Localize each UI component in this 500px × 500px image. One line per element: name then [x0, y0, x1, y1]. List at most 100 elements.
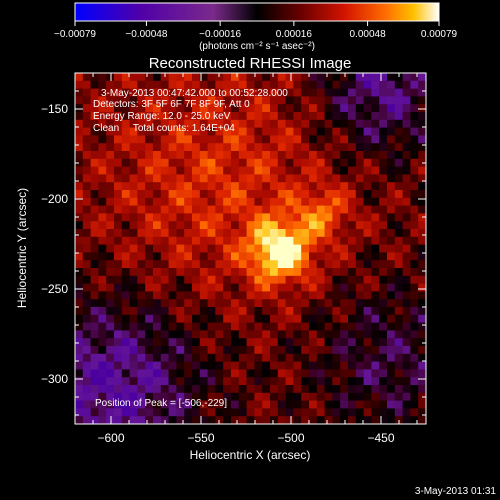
- heatmap-cell: [238, 361, 247, 370]
- heatmap-cell: [402, 377, 411, 386]
- heatmap-cell: [160, 190, 169, 199]
- heatmap-cell: [270, 385, 279, 394]
- heatmap-cell: [371, 229, 380, 238]
- heatmap-cell: [363, 151, 372, 160]
- heatmap-cell: [277, 268, 286, 277]
- heatmap-cell: [176, 338, 185, 347]
- heatmap-cell: [348, 400, 357, 409]
- heatmap-cell: [223, 369, 232, 378]
- heatmap-cell: [394, 369, 403, 378]
- heatmap-cell: [324, 353, 333, 362]
- heatmap-cell: [137, 252, 146, 261]
- heatmap-cell: [363, 236, 372, 245]
- heatmap-cell: [231, 174, 240, 183]
- heatmap-cell: [176, 361, 185, 370]
- heatmap-cell: [106, 104, 115, 113]
- heatmap-cell: [324, 416, 333, 424]
- heatmap-cell: [121, 338, 130, 347]
- heatmap-cell: [137, 80, 146, 89]
- heatmap-cell: [145, 151, 154, 160]
- heatmap-cell: [106, 307, 115, 316]
- heatmap-cell: [98, 385, 107, 394]
- heatmap-cell: [387, 119, 396, 128]
- heatmap-cell: [277, 104, 286, 113]
- heatmap-cell: [301, 322, 310, 331]
- heatmap-cell: [293, 112, 302, 121]
- heatmap-cell: [309, 174, 318, 183]
- heatmap-cell: [176, 158, 185, 167]
- heatmap-cell: [98, 174, 107, 183]
- heatmap-cell: [215, 385, 224, 394]
- heatmap-cell: [262, 166, 271, 175]
- heatmap-cell: [270, 213, 279, 222]
- heatmap-cell: [184, 408, 193, 417]
- heatmap-cell: [231, 229, 240, 238]
- heatmap-cell: [137, 127, 146, 136]
- heatmap-cell: [192, 96, 201, 105]
- heatmap-cell: [98, 158, 107, 167]
- heatmap-cell: [332, 119, 341, 128]
- heatmap-cell: [340, 377, 349, 386]
- heatmap-cell: [137, 322, 146, 331]
- heatmap-cell: [82, 268, 91, 277]
- heatmap-cell: [223, 158, 232, 167]
- heatmap-cell: [402, 151, 411, 160]
- heatmap-cell: [371, 80, 380, 89]
- heatmap-cell: [82, 80, 91, 89]
- heatmap-cell: [75, 221, 84, 230]
- heatmap-cell: [418, 221, 426, 230]
- heatmap-cell: [231, 260, 240, 269]
- heatmap-cell: [363, 112, 372, 121]
- heatmap-cell: [98, 275, 107, 284]
- heatmap-cell: [231, 182, 240, 191]
- heatmap-cell: [238, 112, 247, 121]
- heatmap-cell: [379, 174, 388, 183]
- heatmap-cell: [324, 291, 333, 300]
- heatmap-cell: [387, 190, 396, 199]
- heatmap-cell: [410, 385, 419, 394]
- heatmap-cell: [316, 158, 325, 167]
- heatmap-cell: [379, 96, 388, 105]
- heatmap-cell: [309, 252, 318, 261]
- heatmap-cell: [145, 174, 154, 183]
- heatmap-cell: [394, 197, 403, 206]
- heatmap-cell: [207, 143, 216, 152]
- heatmap-cell: [316, 197, 325, 206]
- heatmap-cell: [324, 322, 333, 331]
- heatmap-cell: [262, 158, 271, 167]
- heatmap-cell: [371, 268, 380, 277]
- heatmap-cell: [277, 127, 286, 136]
- heatmap-cell: [348, 338, 357, 347]
- heatmap-cell: [90, 119, 99, 128]
- heatmap-cell: [277, 205, 286, 214]
- heatmap-cell: [418, 143, 426, 152]
- heatmap-cell: [231, 275, 240, 284]
- heatmap-cell: [223, 244, 232, 253]
- heatmap-cell: [184, 135, 193, 144]
- heatmap-cell: [324, 260, 333, 269]
- heatmap-cell: [277, 119, 286, 128]
- heatmap-cell: [402, 330, 411, 339]
- heatmap-cell: [293, 104, 302, 113]
- heatmap-cell: [153, 151, 162, 160]
- heatmap-cell: [98, 330, 107, 339]
- heatmap-cell: [371, 143, 380, 152]
- heatmap-cell: [90, 236, 99, 245]
- heatmap-cell: [90, 307, 99, 316]
- heatmap-cell: [82, 291, 91, 300]
- heatmap-cell: [324, 369, 333, 378]
- heatmap-cell: [231, 338, 240, 347]
- heatmap-cell: [153, 346, 162, 355]
- heatmap-cell: [410, 80, 419, 89]
- heatmap-cell: [98, 182, 107, 191]
- heatmap-cell: [246, 377, 255, 386]
- heatmap-cell: [121, 369, 130, 378]
- heatmap-cell: [238, 143, 247, 152]
- heatmap-cell: [293, 314, 302, 323]
- heatmap-cell: [192, 369, 201, 378]
- heatmap-cell: [332, 307, 341, 316]
- heatmap-cell: [90, 135, 99, 144]
- heatmap-cell: [332, 244, 341, 253]
- heatmap-cell: [145, 307, 154, 316]
- heatmap-cell: [394, 151, 403, 160]
